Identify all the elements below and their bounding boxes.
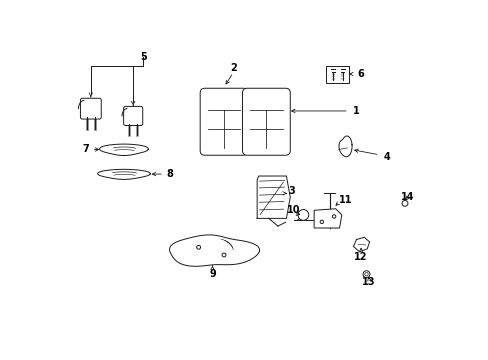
Bar: [325, 66, 348, 83]
Circle shape: [401, 201, 407, 206]
Polygon shape: [313, 209, 341, 228]
Text: 11: 11: [338, 194, 352, 204]
FancyBboxPatch shape: [242, 88, 290, 155]
Text: 14: 14: [400, 192, 413, 202]
Text: 7: 7: [82, 144, 89, 154]
Circle shape: [364, 273, 367, 276]
Text: 6: 6: [356, 69, 363, 79]
FancyBboxPatch shape: [123, 107, 142, 126]
Circle shape: [196, 245, 200, 249]
Text: 12: 12: [354, 252, 367, 262]
Text: 13: 13: [361, 277, 375, 287]
Circle shape: [222, 253, 225, 257]
FancyBboxPatch shape: [200, 88, 247, 155]
Circle shape: [297, 210, 308, 220]
Text: 8: 8: [166, 169, 173, 179]
Circle shape: [332, 215, 335, 218]
Text: 2: 2: [229, 63, 236, 73]
Circle shape: [320, 220, 323, 224]
Text: 3: 3: [288, 186, 295, 196]
Circle shape: [362, 271, 369, 278]
Text: 9: 9: [209, 269, 215, 279]
Text: 1: 1: [352, 106, 359, 116]
Text: 4: 4: [383, 152, 390, 162]
Text: 10: 10: [286, 204, 300, 215]
FancyBboxPatch shape: [81, 98, 101, 119]
Text: 5: 5: [140, 52, 146, 62]
